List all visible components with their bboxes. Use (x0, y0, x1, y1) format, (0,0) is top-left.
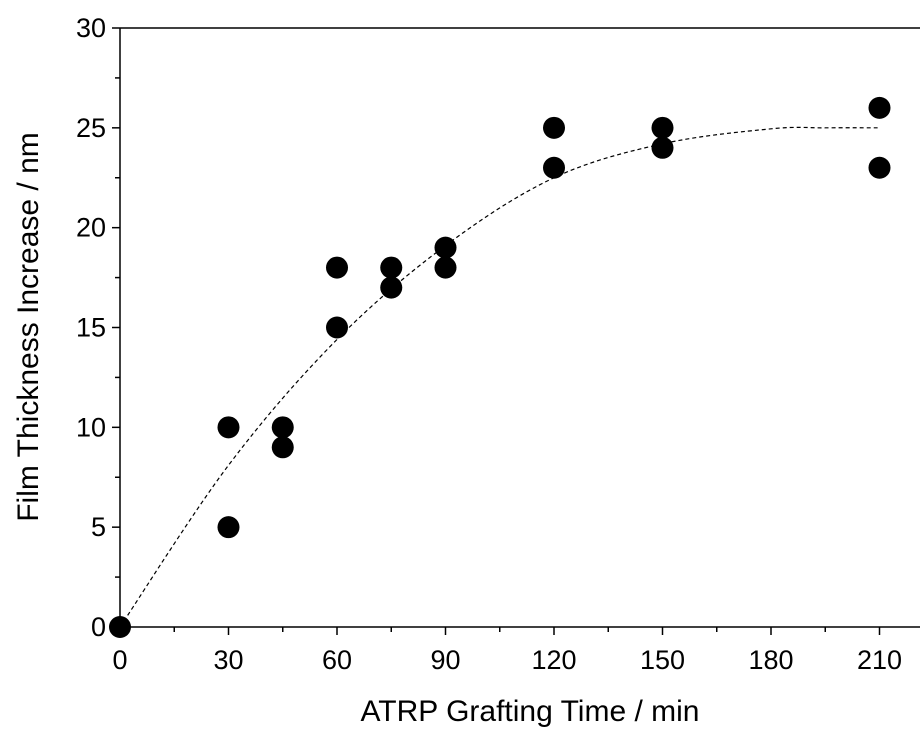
data-point (380, 276, 403, 299)
data-point (868, 156, 891, 179)
x-axis-ticks: 0 30 60 90 120 150 180 210 (112, 627, 902, 675)
data-point (868, 96, 891, 119)
y-tick-label: 30 (76, 13, 106, 43)
x-axis-title: ATRP Grafting Time / min (361, 695, 700, 728)
x-tick-label: 0 (112, 645, 127, 675)
data-point (380, 256, 403, 279)
y-tick-label: 0 (91, 612, 106, 642)
data-point (434, 236, 457, 259)
data-points (109, 96, 891, 638)
data-point (434, 256, 457, 279)
x-tick-label: 30 (213, 645, 243, 675)
data-point (217, 516, 240, 539)
y-axis-title: Film Thickness Increase / nm (12, 132, 45, 522)
y-tick-label: 10 (76, 412, 106, 442)
data-point (271, 416, 294, 439)
data-point (326, 316, 348, 339)
data-point (271, 436, 294, 459)
plot-frame (119, 27, 920, 628)
x-tick-label: 150 (640, 645, 685, 675)
x-tick-label: 180 (748, 645, 793, 675)
x-tick-label: 90 (430, 645, 460, 675)
data-point (326, 256, 348, 279)
data-point (109, 616, 131, 638)
data-point (543, 116, 565, 139)
y-tick-label: 20 (76, 213, 106, 243)
x-tick-label: 60 (322, 645, 352, 675)
y-tick-label: 15 (76, 313, 106, 343)
x-tick-label: 120 (531, 645, 576, 675)
y-axis-ticks: 0 5 10 15 20 25 30 (76, 13, 120, 642)
y-tick-label: 5 (91, 512, 106, 542)
fit-curve (119, 126, 880, 628)
fit-curve-layer (119, 126, 880, 628)
data-point (543, 156, 565, 179)
data-point (651, 136, 674, 159)
data-point (217, 416, 240, 439)
y-tick-label: 25 (76, 113, 106, 143)
x-tick-label: 210 (857, 645, 902, 675)
data-point (651, 116, 674, 139)
